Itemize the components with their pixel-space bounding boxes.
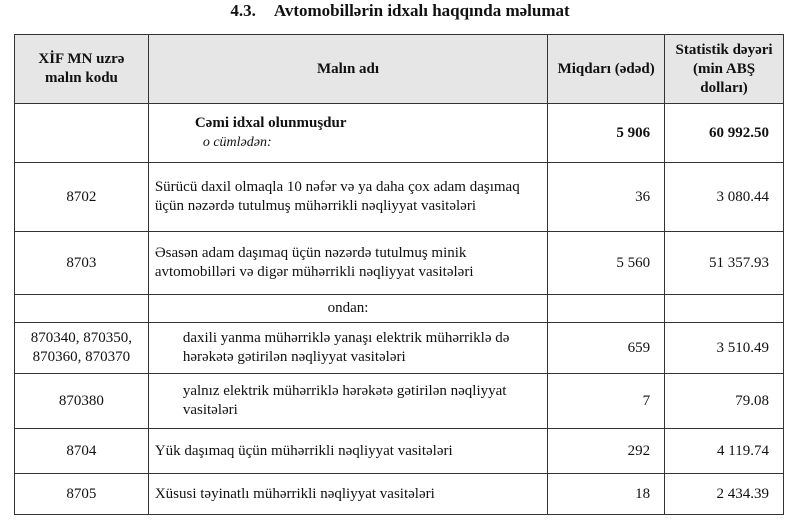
empty-cell — [664, 294, 784, 323]
table-title: 4.3. Avtomobillərin idxalı haqqında məlum… — [0, 0, 800, 22]
title-number: 4.3. — [230, 1, 256, 20]
row-value: 51 357.93 — [664, 231, 784, 295]
ondan-label: ondan: — [147, 294, 549, 323]
row-value: 4 119.74 — [664, 428, 784, 474]
table-row: 870380 yalnız elektrik mühərriklə hərəkə… — [14, 373, 784, 429]
row-code: 8704 — [14, 428, 149, 474]
row-value: 79.08 — [664, 373, 784, 429]
row-code: 870340, 870350, 870360, 870370 — [14, 322, 149, 374]
empty-cell — [547, 294, 666, 323]
total-label: Cəmi idxal olunmuşdur — [194, 115, 347, 131]
row-qty: 659 — [547, 322, 666, 374]
row-value: 3 510.49 — [664, 322, 784, 374]
header-code: XİF MN uzrə malın kodu — [14, 34, 149, 104]
table-row: 8704 Yük daşımaq üçün mühərrikli nəqliyy… — [14, 428, 784, 474]
row-value: 2 434.39 — [664, 473, 784, 515]
total-code — [14, 103, 149, 163]
header-qty: Miqdarı (ədəd) — [547, 34, 666, 104]
row-qty: 36 — [547, 162, 666, 232]
row-qty: 18 — [547, 473, 666, 515]
row-qty: 7 — [547, 373, 666, 429]
row-qty: 5 560 — [547, 231, 666, 295]
header-value: Statistik dəyəri (min ABŞ dolları) — [664, 34, 784, 104]
row-name: Yük daşımaq üçün mühərrikli nəqliyyat va… — [147, 428, 549, 474]
title-text: Avtomobillərin idxalı haqqında məlumat — [273, 1, 570, 20]
header-row: XİF MN uzrə malın kodu Malın adı Miqdarı… — [14, 34, 784, 104]
row-code: 8705 — [14, 473, 149, 515]
import-table: XİF MN uzrə malın kodu Malın adı Miqdarı… — [14, 34, 784, 515]
header-name: Malın adı — [147, 34, 549, 104]
row-name: Xüsusi təyinatlı mühərrikli nəqliyyat va… — [147, 473, 549, 515]
total-row: Cəmi idxal olunmuşdur o cümlədən: 5 906 6… — [14, 103, 784, 163]
total-label-cell: Cəmi idxal olunmuşdur o cümlədən: — [147, 103, 549, 163]
row-name: Sürücü daxil olmaqla 10 nəfər və ya daha… — [147, 162, 549, 232]
total-sublabel: o cümlədən: — [202, 135, 272, 150]
empty-cell — [14, 294, 149, 323]
table-row: 8705 Xüsusi təyinatlı mühərrikli nəqliyy… — [14, 473, 784, 515]
table-row: 8703 Əsasən adam daşımaq üçün nəzərdə tu… — [14, 231, 784, 295]
total-value: 60 992.50 — [664, 103, 784, 163]
row-value: 3 080.44 — [664, 162, 784, 232]
row-code: 8702 — [14, 162, 149, 232]
row-name: yalnız elektrik mühərriklə hərəkətə gəti… — [147, 373, 549, 429]
table-row: 8702 Sürücü daxil olmaqla 10 nəfər və ya… — [14, 162, 784, 232]
row-qty: 292 — [547, 428, 666, 474]
row-code: 870380 — [14, 373, 149, 429]
ondan-row: ondan: — [14, 294, 784, 323]
total-qty: 5 906 — [547, 103, 666, 163]
row-name: daxili yanma mühərriklə yanaşı elektrik … — [147, 322, 549, 374]
table-row: 870340, 870350, 870360, 870370 daxili ya… — [14, 322, 784, 374]
row-name: Əsasən adam daşımaq üçün nəzərdə tutulmu… — [147, 231, 549, 295]
row-code: 8703 — [14, 231, 149, 295]
